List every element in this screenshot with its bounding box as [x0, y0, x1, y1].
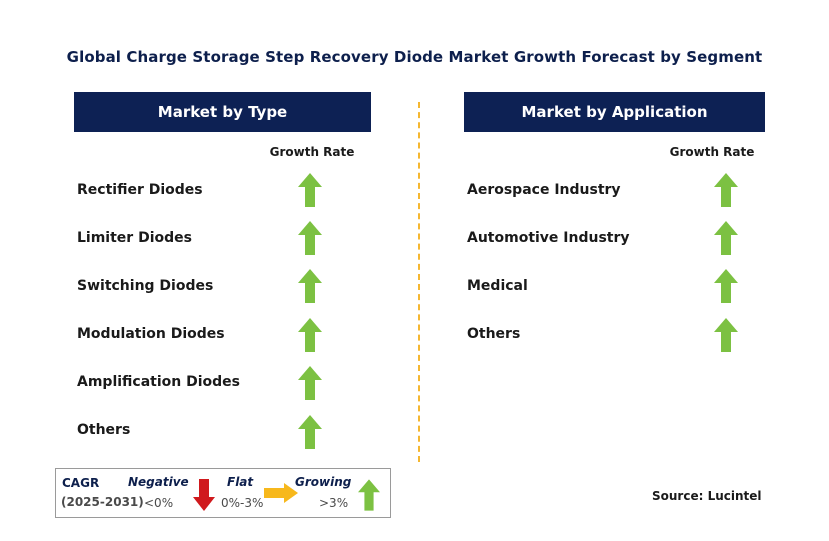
type-row-label: Switching Diodes [77, 278, 214, 294]
legend-growing-label: Growing [295, 475, 352, 489]
up-arrow-icon [298, 415, 322, 449]
up-arrow-icon [358, 479, 380, 511]
legend-cagr-label: CAGR [62, 476, 100, 490]
source-credit: Source: Lucintel [652, 489, 762, 503]
up-arrow-icon [298, 269, 322, 303]
application-row-label: Automotive Industry [467, 230, 630, 246]
up-arrow-icon [714, 173, 738, 207]
type-row-label: Amplification Diodes [77, 374, 241, 390]
type-row-label: Rectifier Diodes [77, 182, 203, 198]
cagr-legend: CAGR (2025-2031) Negative <0% Flat 0%-3%… [55, 468, 391, 518]
chart-title: Global Charge Storage Step Recovery Diod… [66, 48, 763, 66]
type-growth-rate-label: Growth Rate [269, 145, 355, 159]
legend-negative-label: Negative [128, 475, 189, 489]
application-row-label: Others [467, 326, 521, 342]
type-row-label: Limiter Diodes [77, 230, 192, 246]
application-panel-header: Market by Application [464, 92, 765, 132]
application-growth-rate-label: Growth Rate [669, 145, 755, 159]
right-arrow-icon [264, 483, 298, 503]
legend-negative-range: <0% [144, 496, 174, 510]
up-arrow-icon [298, 221, 322, 255]
up-arrow-icon [298, 366, 322, 400]
up-arrow-icon [714, 269, 738, 303]
type-row-label: Modulation Diodes [77, 326, 225, 342]
up-arrow-icon [298, 173, 322, 207]
up-arrow-icon [714, 221, 738, 255]
type-panel-header: Market by Type [74, 92, 371, 132]
application-row-label: Medical [467, 278, 528, 294]
panel-divider [418, 102, 420, 462]
application-row-label: Aerospace Industry [467, 182, 621, 198]
up-arrow-icon [298, 318, 322, 352]
legend-flat-range: 0%-3% [221, 496, 264, 510]
down-arrow-icon [193, 479, 215, 511]
up-arrow-icon [714, 318, 738, 352]
legend-period: (2025-2031) [61, 495, 144, 509]
legend-growing-range: >3% [319, 496, 349, 510]
type-row-label: Others [77, 422, 131, 438]
legend-flat-label: Flat [227, 475, 254, 489]
